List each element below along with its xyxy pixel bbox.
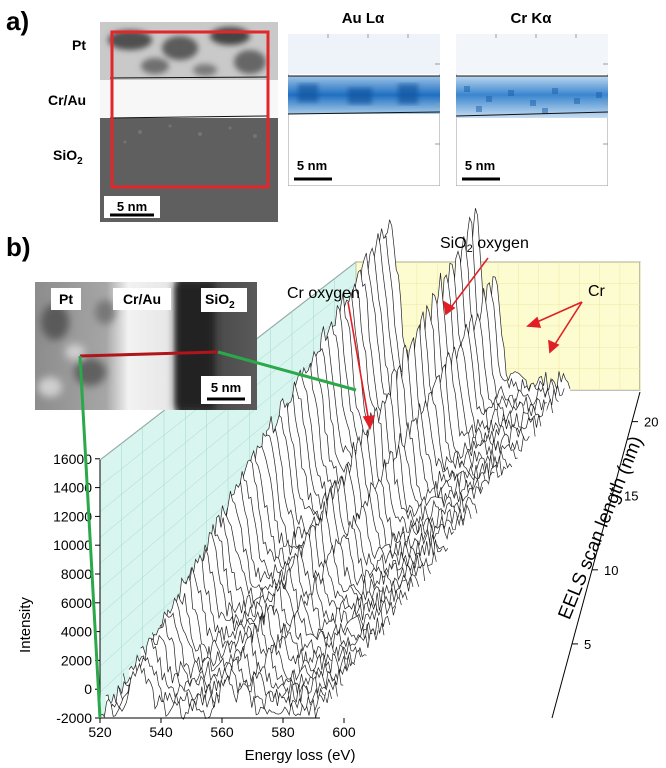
- tem-cross-section-image: 5 nm: [100, 22, 278, 222]
- x-axis-label: Energy loss (eV): [245, 747, 356, 764]
- x-tick-label-2: 560: [210, 724, 234, 740]
- map-title-cr: Cr Kα: [510, 10, 552, 27]
- spectrum-fill-23: [233, 416, 454, 572]
- z-axis-line: [551, 391, 641, 719]
- tem-scalebar-label: 5 nm: [117, 199, 147, 214]
- spectrum-fill-34: [297, 305, 518, 488]
- y-tick-label-2: 2000: [61, 652, 92, 668]
- z-tick-label-0: 5: [584, 637, 591, 652]
- stem-inset-image: Pt Cr/Au SiO2 5 nm: [35, 282, 257, 410]
- x-tick-label-1: 540: [149, 724, 173, 740]
- z-axis-label: EELS scan length (nm): [555, 433, 648, 622]
- spectra-group: [99, 208, 571, 748]
- spectrum-fill-0: [100, 663, 320, 748]
- layer-label-cr-au: Cr/Au: [48, 92, 87, 108]
- cr-map-scalebar-label: 5 nm: [465, 158, 495, 173]
- layer-label-pt: Pt: [72, 37, 86, 53]
- x-tick-label-3: 580: [271, 724, 295, 740]
- annotation-sio2-oxygen: SiO2 oxygen: [440, 235, 529, 255]
- y-tick-label-3: 4000: [61, 624, 92, 640]
- inset-scalebar-label: 5 nm: [211, 380, 241, 395]
- spectrum-fill-32: [286, 326, 506, 503]
- x-tick-label-0: 520: [88, 724, 112, 740]
- axes-group: -2000 0 2000 4000 6000 8000 10000 12000 14000 160…: [53, 391, 658, 740]
- y-tick-label-4: 6000: [61, 595, 92, 611]
- au-elemental-map: 5 nm: [288, 34, 440, 186]
- y-tick-label-6: 10000: [53, 537, 92, 553]
- spectrum-fill-25: [245, 398, 466, 557]
- inset-label-sio2: SiO2: [205, 291, 235, 311]
- spectrum-fill-28: [262, 370, 483, 534]
- spectrum-line-0: [99, 662, 321, 720]
- z-tick-label-3: 20: [644, 415, 658, 430]
- spectrum-fill-36: [309, 292, 530, 473]
- y-tick-label-1: 0: [84, 681, 92, 697]
- y-tick-label-8: 14000: [53, 480, 92, 496]
- inset-label-pt: Pt: [59, 291, 73, 307]
- panel-b-letter: b): [6, 232, 31, 262]
- spectrum-fill-24: [239, 415, 460, 564]
- y-tick-label-7: 12000: [53, 508, 92, 524]
- annotation-cr-oxygen: Cr oxygen: [287, 285, 360, 302]
- spectrum-fill-40: [332, 248, 553, 442]
- spectrum-fill-17: [198, 482, 419, 618]
- inset-label-cr-au: Cr/Au: [123, 291, 161, 307]
- spectrum-fill-39: [326, 253, 547, 450]
- layer-label-sio2: SiO2: [53, 147, 83, 167]
- spectrum-fill-21: [222, 446, 443, 587]
- spectrum-fill-30: [274, 351, 495, 519]
- annotation-cr: Cr: [588, 283, 606, 300]
- au-map-scalebar-label: 5 nm: [297, 158, 327, 173]
- map-title-au: Au Lα: [341, 10, 385, 27]
- y-tick-label-9: 16000: [53, 451, 92, 467]
- x-tick-label-4: 600: [332, 724, 356, 740]
- annotation-arrows: [347, 257, 583, 430]
- y-tick-label-0: -2000: [56, 710, 92, 726]
- z-tick-label-2: 15: [624, 489, 638, 504]
- panel-a-letter: a): [6, 6, 30, 36]
- y-axis-label: Intensity: [17, 597, 34, 653]
- z-tick-label-1: 10: [604, 563, 618, 578]
- y-tick-label-5: 8000: [61, 566, 92, 582]
- cr-elemental-map: 5 nm: [456, 34, 608, 186]
